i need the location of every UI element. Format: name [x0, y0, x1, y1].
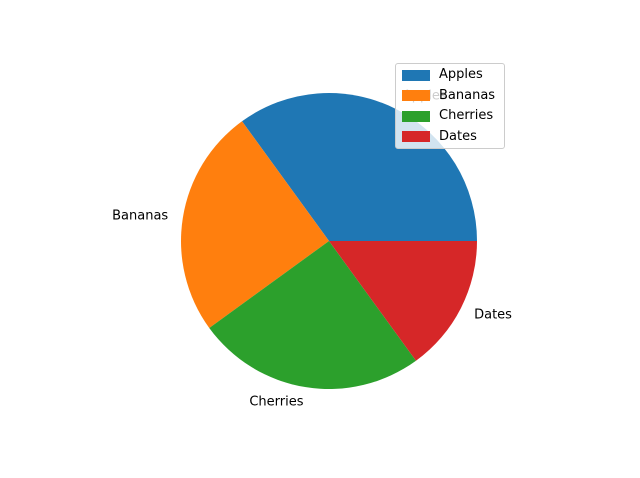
- legend-label: Cherries: [439, 108, 494, 124]
- pie-slice-bananas: [181, 121, 329, 328]
- legend-item-apples: Apples: [402, 68, 498, 82]
- legend-label: Bananas: [439, 87, 496, 103]
- legend-swatch-cherries: [402, 110, 430, 122]
- legend-swatch-bananas: [402, 90, 430, 102]
- legend-rows: Apples Bananas Cherries Dates: [402, 68, 498, 144]
- pie-slice-cherries: [209, 241, 416, 389]
- legend-swatch-dates: [402, 131, 430, 143]
- legend-item-dates: Dates: [402, 128, 498, 144]
- legend: Apples Bananas Cherries Dates: [395, 63, 505, 149]
- slice-label-dates: Dates: [474, 307, 512, 323]
- legend-item-bananas: Bananas: [402, 87, 498, 103]
- slice-label-cherries: Cherries: [249, 394, 304, 410]
- slice-label-bananas: Bananas: [112, 208, 169, 223]
- legend-label: Apples: [439, 67, 483, 82]
- legend-item-cherries: Cherries: [402, 109, 498, 123]
- pie-slice-dates: [329, 241, 477, 361]
- legend-label: Dates: [439, 128, 477, 144]
- legend-swatch-apples: [402, 69, 430, 81]
